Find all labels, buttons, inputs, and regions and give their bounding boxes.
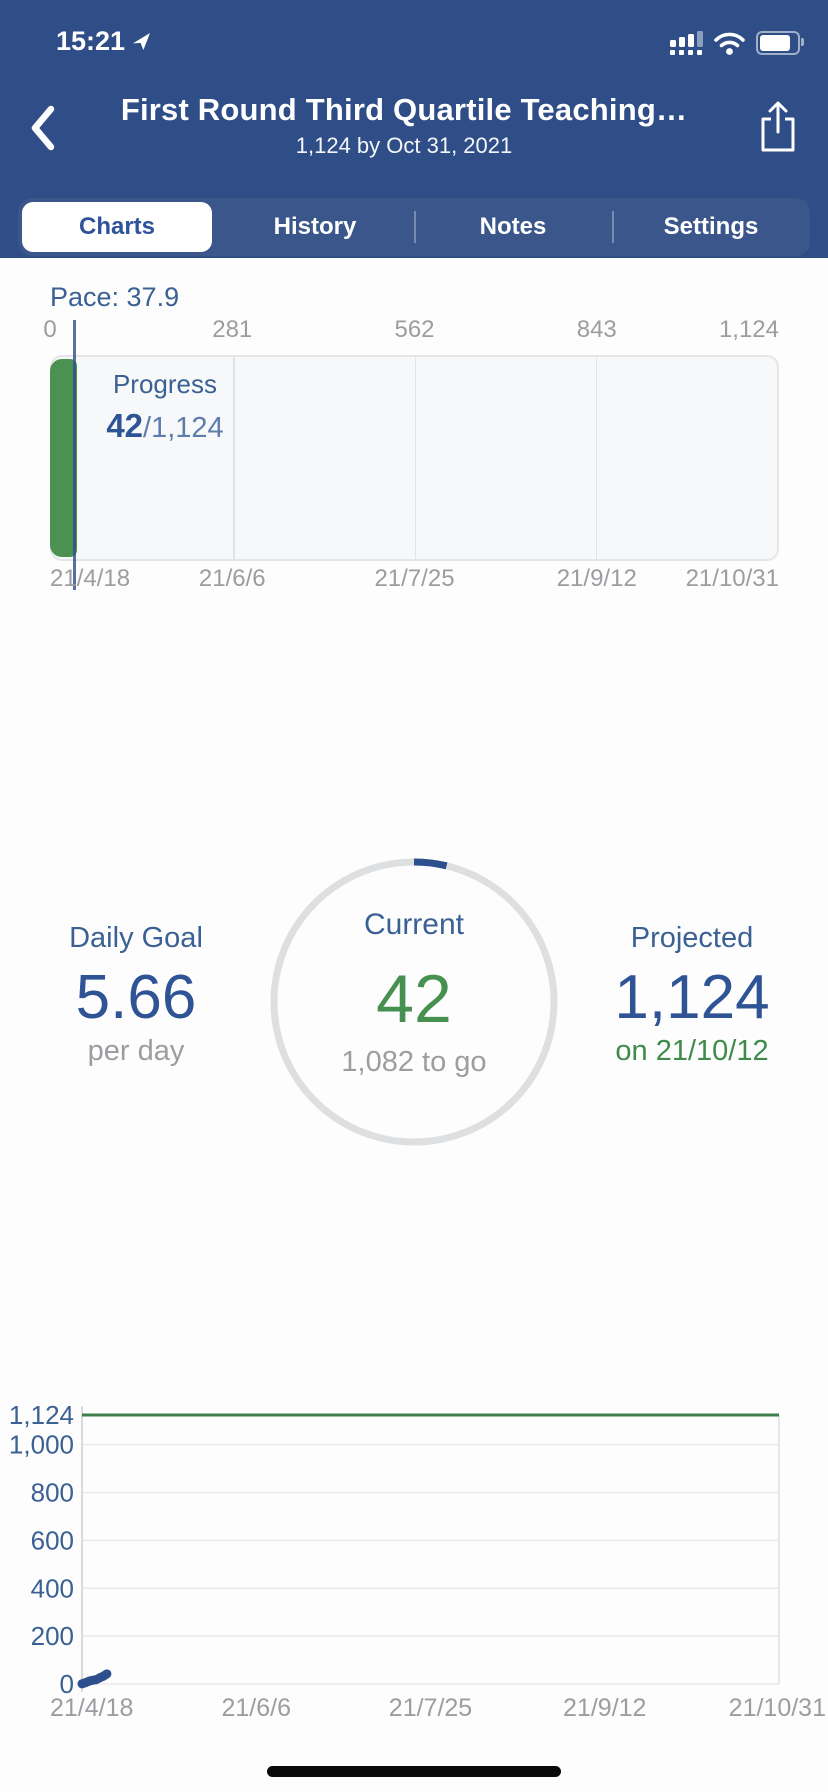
goal-title-block: First Round Third Quartile Teaching… 1,1…: [80, 92, 728, 159]
progress-title: Progress: [112, 369, 218, 399]
pace-label: Pace: 37.9: [50, 282, 180, 312]
tab-notes[interactable]: Notes: [479, 213, 547, 240]
page-title: First Round Third Quartile Teaching…: [120, 92, 688, 127]
date-label: 21/6/6: [198, 565, 266, 592]
progress-chart: Progress 42/1,124: [50, 355, 779, 561]
clock-text: 15:21: [56, 26, 126, 56]
y-tick-label: 200: [31, 1621, 74, 1651]
x-tick-label: 281: [212, 316, 253, 343]
date-label: 21/10/31: [685, 565, 779, 592]
tab-history[interactable]: History: [273, 213, 357, 240]
x-tick-label: 843: [576, 316, 617, 343]
x-tick-label: 0: [43, 316, 57, 343]
gridline: [414, 357, 416, 559]
tab-divider: [612, 211, 614, 243]
header: 15:21 First Round Thi: [0, 0, 828, 258]
projected-stat: Projected 1,124 on 21/10/12: [556, 922, 828, 1066]
y-tick-label: 0: [60, 1669, 74, 1699]
trend-chart-date-labels: 21/4/18 21/6/6 21/7/25 21/9/12 21/10/31: [50, 1694, 826, 1722]
projected-date: on 21/10/12: [615, 1035, 769, 1067]
gridline: [595, 357, 598, 559]
wifi-icon: [714, 32, 745, 55]
tab-bar: Charts History Notes Settings: [18, 198, 810, 256]
date-label: 21/4/18: [50, 1694, 134, 1722]
current-value: 42: [376, 961, 452, 1037]
page-subtitle: 1,124 by Oct 31, 2021: [295, 133, 513, 158]
date-label: 21/6/6: [221, 1694, 292, 1722]
status-icons: [670, 28, 804, 58]
y-tick-label: 800: [31, 1478, 74, 1508]
date-label: 21/9/12: [563, 1694, 647, 1722]
current-label: Current: [363, 908, 465, 941]
home-indicator[interactable]: [267, 1766, 561, 1777]
gridline: [233, 357, 235, 559]
progress-target: /1,124: [143, 412, 224, 444]
progress-chart-axis-ticks: 0 281 562 843 1,124: [43, 316, 779, 344]
progress-arc: [270, 858, 558, 1146]
progress-bar-fill: [50, 359, 78, 557]
progress-value: 42/1,124: [60, 407, 270, 445]
tab-settings[interactable]: Settings: [663, 213, 759, 240]
y-tick-label: 1,000: [9, 1430, 74, 1460]
x-tick-label: 1,124: [718, 316, 779, 343]
daily-goal-unit: per day: [87, 1035, 185, 1067]
date-label: 21/7/25: [388, 1694, 473, 1722]
x-tick-label: 562: [394, 316, 435, 343]
daily-goal-label: Daily Goal: [69, 922, 203, 954]
progress-current: 42: [106, 407, 144, 444]
current-progress-ring: [270, 858, 558, 1146]
date-label: 21/7/25: [374, 565, 455, 592]
progress-text: Progress 42/1,124: [60, 369, 270, 445]
date-label: 21/10/31: [728, 1694, 826, 1722]
daily-goal-value: 5.66: [75, 963, 197, 1032]
selected-tab-pill: [22, 202, 212, 252]
pace-indicator-line: [73, 320, 77, 590]
tab-divider: [414, 211, 416, 243]
current-stat: Current 42 1,082 to go: [264, 852, 564, 1152]
share-export-icon: [761, 101, 795, 152]
y-tick-label: 1,124: [9, 1400, 74, 1430]
status-time: 15:21: [56, 26, 151, 57]
current-togo: 1,082 to go: [341, 1046, 487, 1078]
cellular-signal-icon: [670, 31, 703, 55]
share-button[interactable]: [754, 98, 802, 156]
projected-value: 1,124: [614, 963, 770, 1032]
daily-goal-stat: Daily Goal 5.66 per day: [30, 922, 242, 1066]
tab-charts[interactable]: Charts: [78, 213, 156, 240]
y-tick-label: 400: [31, 1573, 74, 1603]
progress-chart-date-labels: 21/4/18 21/6/6 21/7/25 21/9/12 21/10/31: [50, 565, 779, 593]
date-label: 21/4/18: [50, 565, 131, 592]
y-tick-label: 600: [31, 1525, 74, 1555]
date-label: 21/9/12: [556, 565, 637, 592]
projected-label: Projected: [630, 922, 754, 954]
back-button[interactable]: [22, 100, 62, 156]
location-arrow-icon: [133, 32, 151, 51]
data-series-line: [77, 1669, 112, 1689]
chevron-left-icon: [31, 105, 55, 151]
battery-icon: [756, 31, 804, 55]
